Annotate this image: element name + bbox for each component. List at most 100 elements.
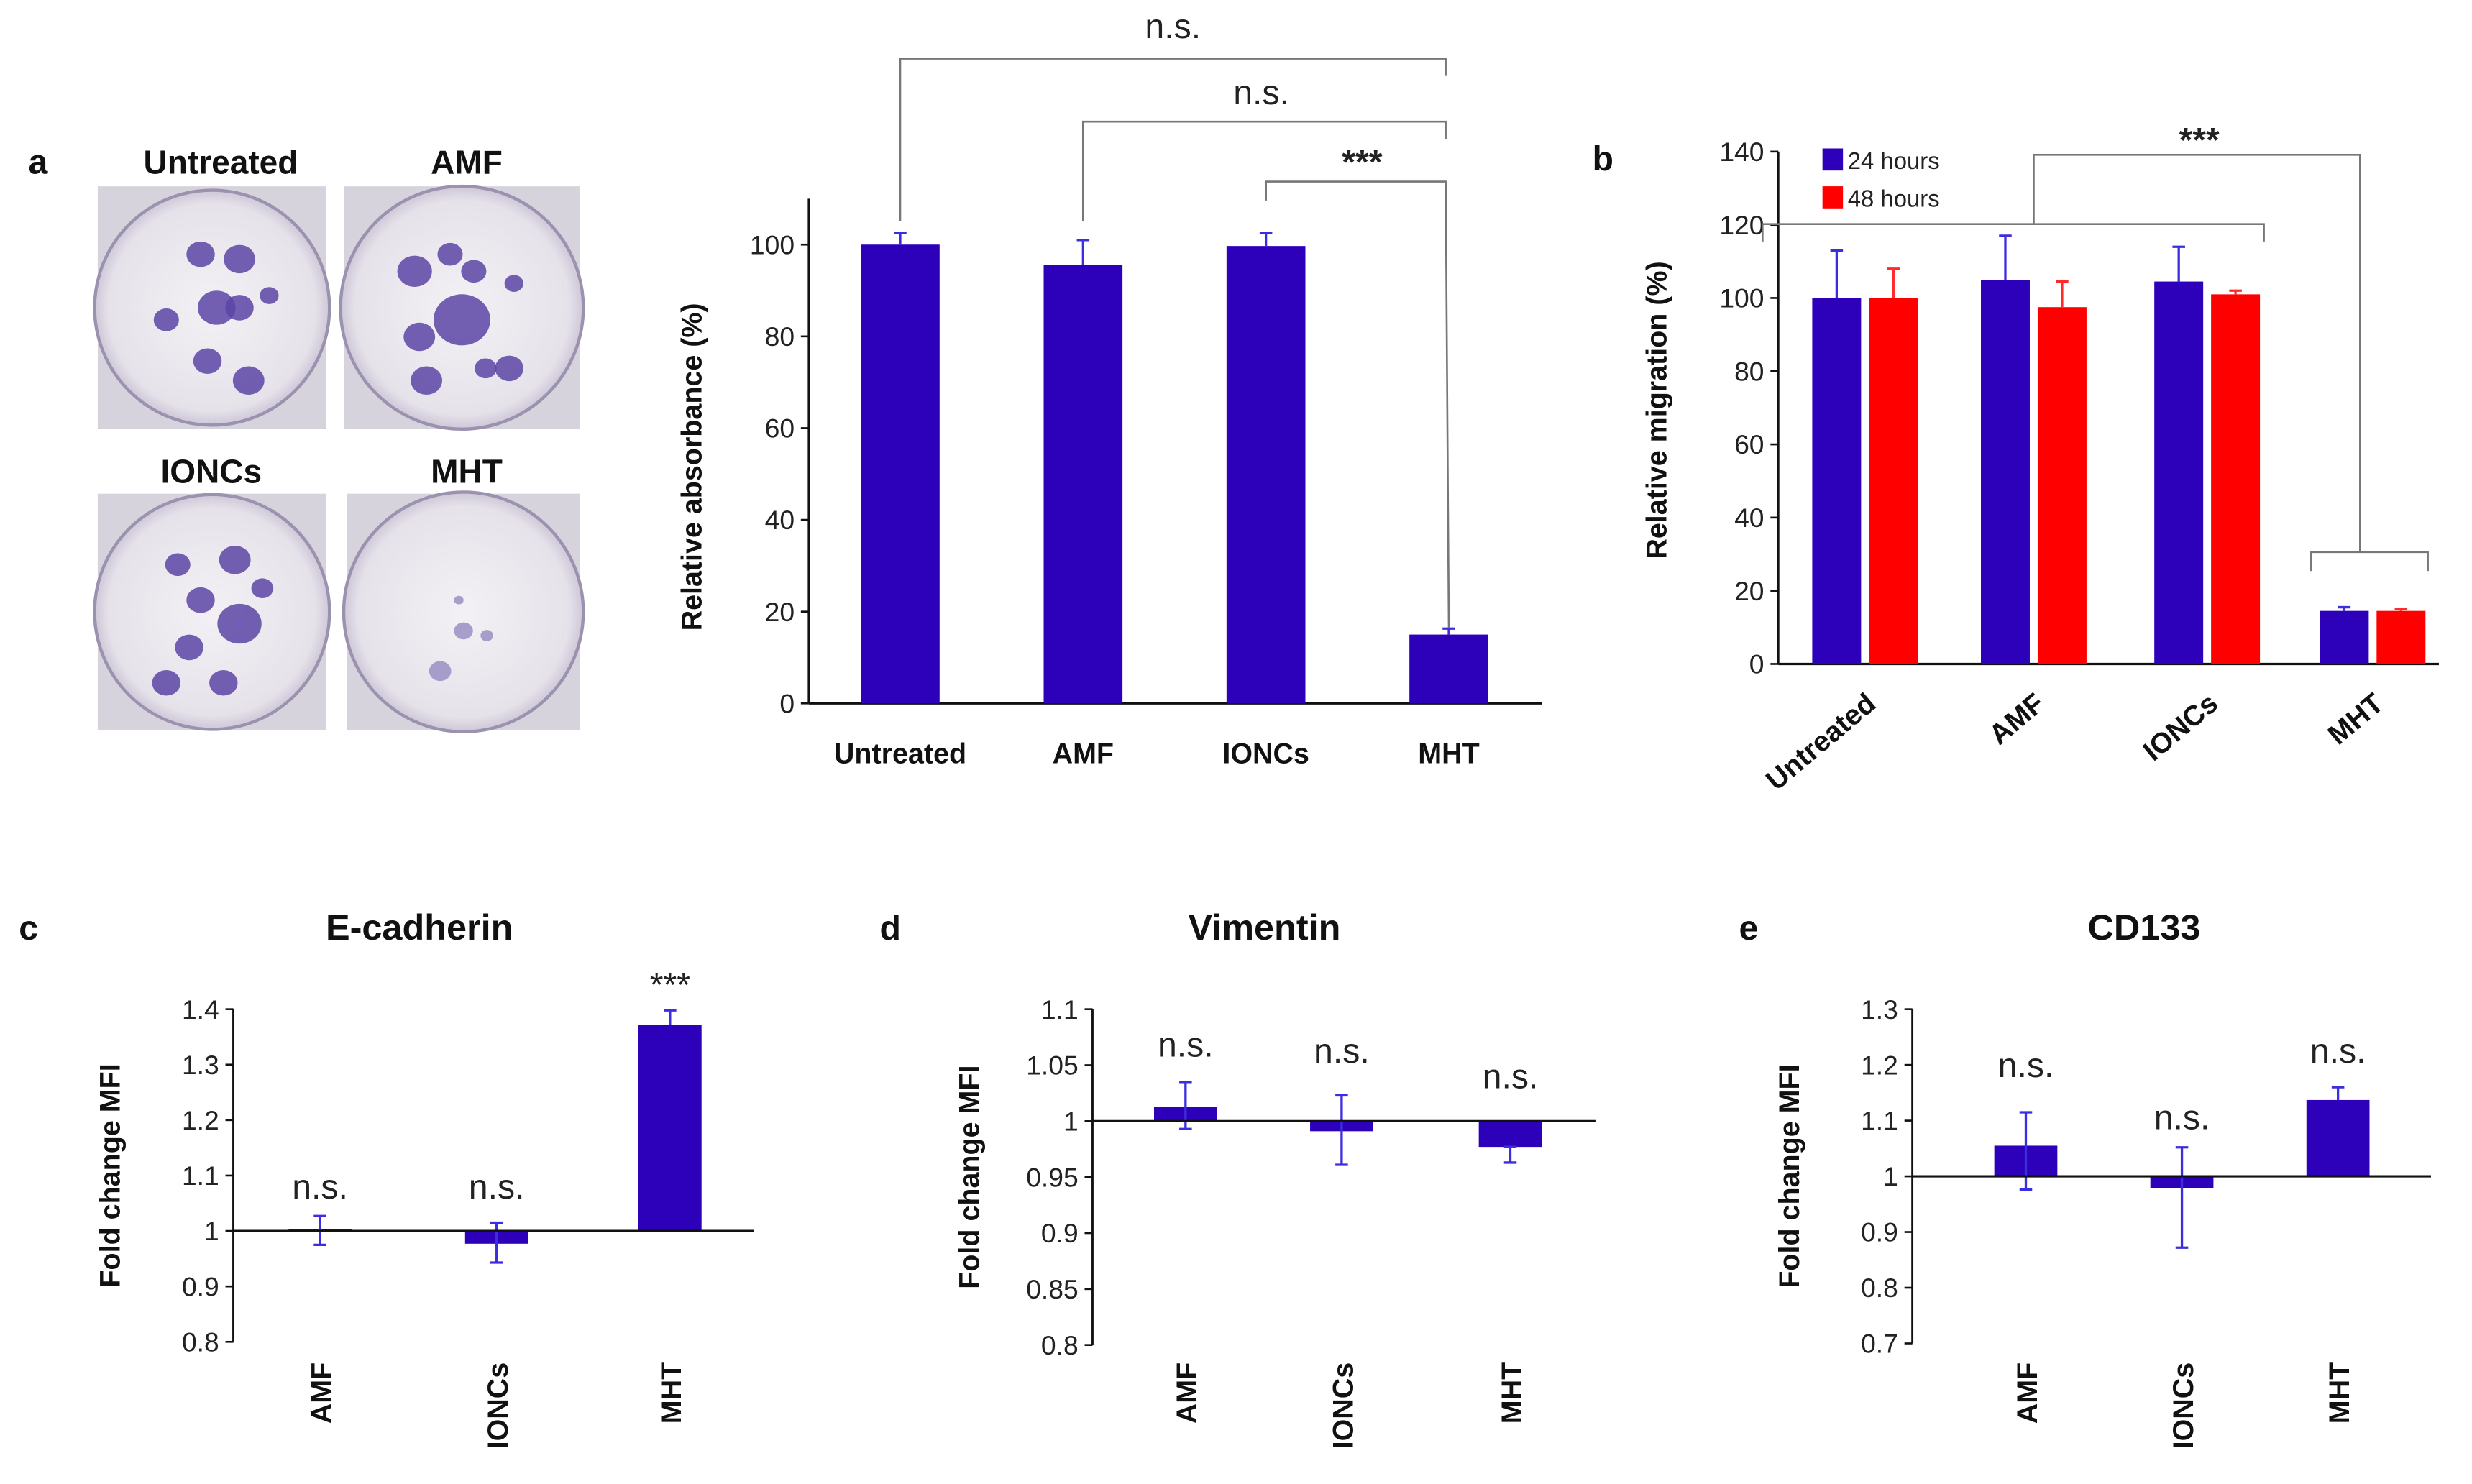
- y-axis-label: Relative absorbance (%): [677, 303, 708, 631]
- y-tick-label: 0.85: [1026, 1274, 1079, 1304]
- photo-label: MHT: [431, 452, 503, 490]
- y-tick-label: 0: [779, 688, 795, 718]
- colony-blob: [437, 242, 463, 266]
- bar: [1478, 1121, 1542, 1148]
- panel-label-a: a: [28, 143, 48, 182]
- y-tick-label: 20: [765, 597, 795, 627]
- colony-blob: [504, 275, 523, 293]
- colony-blob: [219, 546, 251, 574]
- significance-bracket: [2310, 551, 2429, 572]
- colony-blob: [209, 670, 238, 696]
- colony-photos: Untreated AMF IONCs MHT: [93, 144, 585, 733]
- x-tick-label: MHT: [2322, 687, 2389, 751]
- colony-blob: [433, 294, 490, 346]
- colony-blob: [225, 295, 254, 321]
- y-tick-label: 1.4: [182, 994, 219, 1025]
- y-tick-label: 20: [1734, 576, 1764, 606]
- y-tick-label: 60: [765, 413, 795, 444]
- colony-photo-ioncs: IONCs: [93, 452, 331, 731]
- panel-label-e: e: [1739, 909, 1758, 948]
- colony-photo-mht: MHT: [342, 452, 585, 733]
- colony-blob: [474, 358, 497, 379]
- x-tick-label: AMF: [2012, 1362, 2043, 1424]
- y-tick-label: 40: [765, 505, 795, 535]
- y-tick-label: 80: [1734, 356, 1764, 386]
- bar-24h: [1812, 298, 1862, 664]
- chart-cd133: 0.7 0.8 0.9 1 1.1 1.2 1.3 CD133 Fold change MFI n…: [1774, 907, 2431, 1449]
- significance-label: ***: [2179, 121, 2220, 160]
- bar-24h: [1981, 280, 2030, 664]
- y-tick-label: 0.8: [182, 1327, 219, 1357]
- y-tick-label: 1.1: [1041, 994, 1079, 1025]
- y-tick-label: 80: [765, 321, 795, 352]
- y-tick-label: 1.1: [1861, 1106, 1898, 1136]
- colony-blob: [429, 661, 452, 682]
- y-tick-label: 1.3: [1861, 994, 1898, 1025]
- colony-blob: [454, 595, 464, 605]
- x-tick-label: Untreated: [834, 738, 966, 770]
- colony-photo-untreated: Untreated: [93, 144, 331, 429]
- photo-label: IONCs: [160, 452, 262, 490]
- colony-blob: [480, 630, 493, 641]
- bar-48h: [2376, 610, 2426, 664]
- significance-label: n.s.: [2310, 1032, 2366, 1071]
- x-tick-label: MHT: [1418, 738, 1479, 770]
- y-tick-label: 140: [1719, 137, 1764, 167]
- photo-label: Untreated: [144, 144, 298, 181]
- significance-label: n.s.: [1483, 1057, 1539, 1096]
- y-tick-label: 100: [750, 229, 795, 260]
- y-tick-label: 40: [1734, 503, 1764, 533]
- y-tick-label: 1.3: [182, 1050, 219, 1080]
- colony-blob: [175, 634, 203, 661]
- y-tick-label: 1.05: [1026, 1050, 1079, 1081]
- chart-title: Vimentin: [1188, 907, 1340, 948]
- colony-blob: [193, 348, 222, 374]
- bar: [2306, 1099, 2370, 1177]
- bar-48h: [2211, 294, 2261, 664]
- bar: [861, 244, 940, 704]
- bar-48h: [2037, 307, 2087, 664]
- y-tick-label: 1.1: [182, 1160, 219, 1191]
- x-tick-label: MHT: [1496, 1362, 1528, 1424]
- significance-bracket: [2033, 153, 2361, 552]
- colony-blob: [403, 322, 436, 352]
- significance-label: n.s.: [1314, 1032, 1370, 1071]
- colony-blob: [260, 287, 279, 304]
- y-tick-label: 0.9: [182, 1271, 219, 1301]
- y-axis-label: Relative migration (%): [1642, 261, 1673, 559]
- significance-label: n.s.: [1233, 73, 1289, 112]
- chart-title: CD133: [2087, 907, 2200, 948]
- bar-24h: [2154, 281, 2204, 664]
- legend-swatch: [1822, 148, 1844, 171]
- y-tick-label: 1.2: [1861, 1050, 1898, 1080]
- colony-blob: [232, 366, 265, 395]
- significance-label: n.s.: [469, 1168, 525, 1206]
- x-tick-label: AMF: [306, 1362, 337, 1424]
- figure-content: a b c d e Untreated AMF IONCs MHT 0 20 40 60 80 100 Unt…: [19, 7, 2439, 1449]
- x-tick-label: MHT: [2324, 1362, 2356, 1424]
- significance-label: n.s.: [1158, 1025, 1214, 1064]
- significance-label: ***: [650, 966, 691, 1004]
- colony-blob: [217, 603, 262, 644]
- significance-label: n.s.: [1145, 7, 1201, 46]
- bar: [1043, 265, 1123, 704]
- panel-label-b: b: [1593, 139, 1613, 178]
- y-tick-label: 0: [1749, 649, 1764, 679]
- x-tick-label: Untreated: [1760, 687, 1882, 797]
- colony-blob: [251, 578, 274, 599]
- y-tick-label: 0.8: [1041, 1330, 1079, 1360]
- photo-label: AMF: [431, 144, 503, 181]
- y-tick-label: 60: [1734, 429, 1764, 459]
- y-tick-label: 1: [204, 1216, 219, 1246]
- y-tick-label: 1: [1063, 1106, 1079, 1136]
- x-tick-label: AMF: [1171, 1362, 1203, 1424]
- colony-blob: [186, 241, 215, 267]
- colony-blob: [397, 255, 432, 287]
- colony-blob: [153, 308, 179, 331]
- legend-label: 24 hours: [1848, 147, 1940, 174]
- x-tick-label: IONCs: [2137, 687, 2224, 767]
- chart-relative-migration: 0 20 40 60 80 100 120 140 24 hours 48 hours Untrea…: [1642, 121, 2439, 797]
- significance-label: n.s.: [1998, 1046, 2054, 1085]
- chart-title: E-cadherin: [326, 907, 513, 948]
- y-tick-label: 1.2: [182, 1105, 219, 1135]
